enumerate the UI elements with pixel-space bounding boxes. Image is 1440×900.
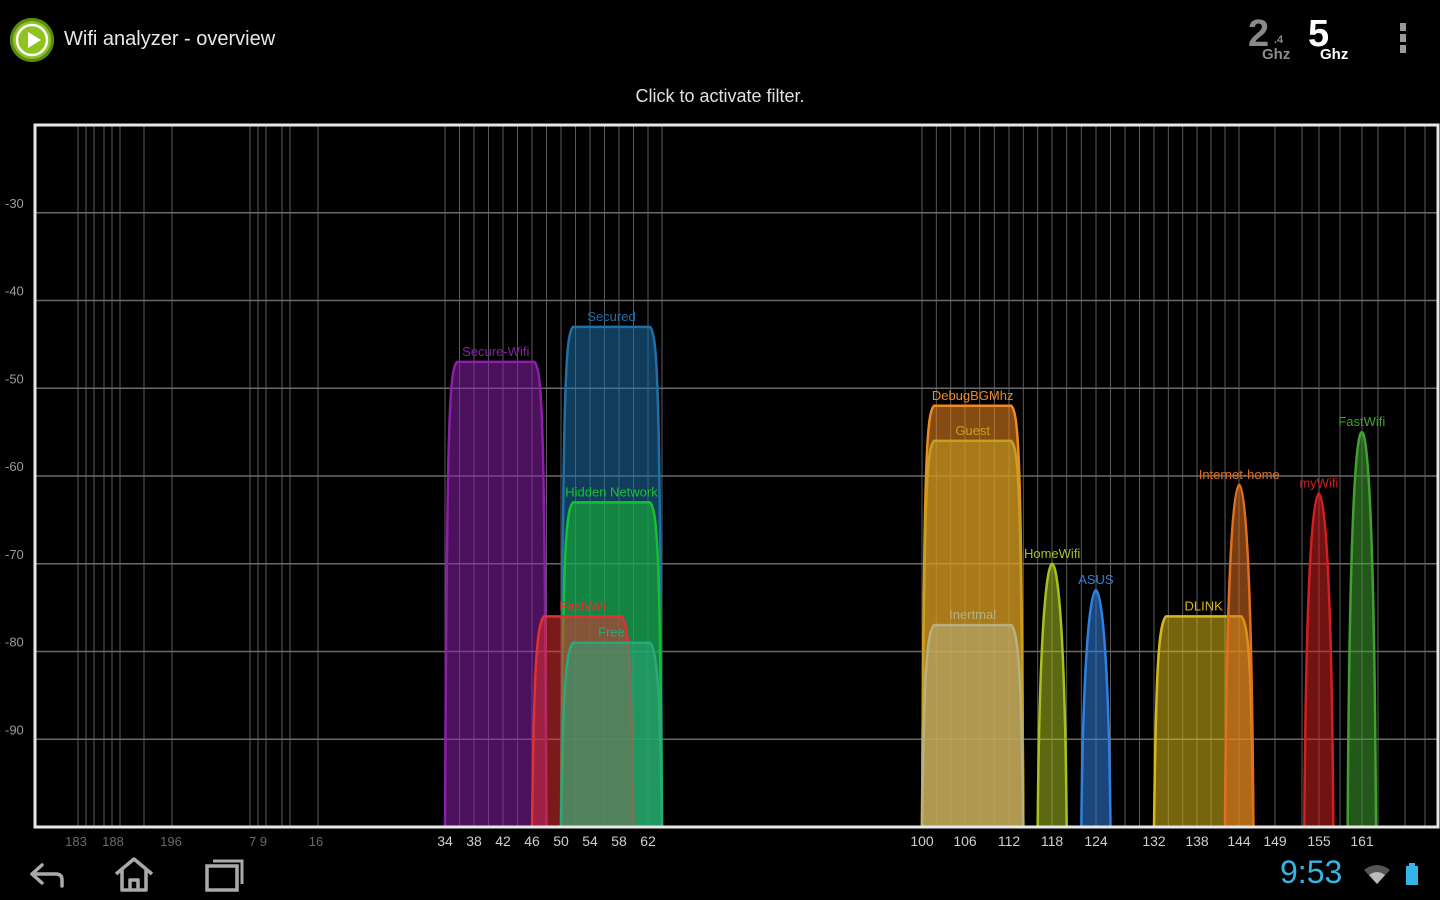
y-tick-label: -90 <box>5 722 24 737</box>
band-2-4-number: 2 <box>1248 13 1270 55</box>
x-tick-label: 54 <box>582 833 598 848</box>
network-label: Secure-Wifi <box>462 344 529 359</box>
wifi-channel-chart[interactable]: -30 -40 -50 -60 -70 -80 -90 Secure-Wifi Secured H… <box>0 115 1440 848</box>
app-logo-icon[interactable] <box>10 18 54 62</box>
wifi-signal-icon <box>1362 862 1392 886</box>
band-2-4-unit: Ghz <box>1262 46 1291 63</box>
x-tick-label: 149 <box>1263 833 1287 848</box>
plot-frame <box>33 123 1440 829</box>
network-label: HomeWifi <box>1024 546 1080 561</box>
x-tick-label-dim: 188 <box>102 834 124 848</box>
network-label: FastWifi <box>559 598 606 613</box>
x-tick-label: 34 <box>437 833 453 848</box>
back-icon[interactable] <box>24 854 68 894</box>
band-2-4-decimal: .4 <box>1274 34 1284 46</box>
network-curve <box>920 623 1025 829</box>
x-tick-label: 132 <box>1142 833 1166 848</box>
network-label: DebugBGMhz <box>932 388 1014 403</box>
network-label: FastWifi <box>1338 414 1385 429</box>
network-curve <box>1223 483 1255 829</box>
x-tick-label: 62 <box>640 833 656 848</box>
network-label: Internet-home <box>1199 467 1280 482</box>
x-tick-label: 38 <box>466 833 482 848</box>
y-tick-label: -30 <box>5 196 24 211</box>
network-label: Secured <box>587 309 635 324</box>
x-tick-label-dim: 196 <box>160 834 182 848</box>
band-5ghz-toggle[interactable]: 5 Ghz <box>1306 14 1362 70</box>
x-tick-label: 155 <box>1307 833 1331 848</box>
y-tick-label: -40 <box>5 284 24 299</box>
band-5-number: 5 <box>1308 13 1330 55</box>
network-label: Inertmal <box>949 607 996 622</box>
network-curve <box>1080 588 1112 829</box>
x-tick-label: 118 <box>1041 833 1064 848</box>
y-tick-label: -50 <box>5 371 24 386</box>
y-tick-label: -70 <box>5 547 24 562</box>
x-tick-label: 58 <box>611 833 627 848</box>
x-tick-label-dim: 7 9 <box>249 834 267 848</box>
network-label: Guest <box>955 423 990 438</box>
x-tick-label: 112 <box>998 833 1021 848</box>
network-curve <box>443 360 548 829</box>
x-tick-label: 138 <box>1185 833 1209 848</box>
recent-apps-icon[interactable] <box>202 854 246 894</box>
x-tick-label: 124 <box>1084 833 1108 848</box>
x-tick-label: 161 <box>1350 833 1374 848</box>
app-title: Wifi analyzer - overview <box>64 28 276 50</box>
network-label: Hidden Network <box>565 484 658 499</box>
status-clock: 9:53 <box>1280 854 1343 890</box>
action-bar: Wifi analyzer - overview 2 .4 Ghz 5 Ghz <box>0 0 1440 80</box>
x-tick-label: 144 <box>1227 833 1251 848</box>
network-label: myWifi <box>1299 476 1338 491</box>
y-tick-label: -60 <box>5 459 24 474</box>
network-label: ASUS <box>1078 572 1114 587</box>
network-label: Free <box>598 625 625 640</box>
band-2-4ghz-toggle[interactable]: 2 .4 Ghz <box>1246 14 1298 70</box>
overflow-menu-icon[interactable] <box>1396 20 1410 60</box>
network-curve <box>1303 492 1335 829</box>
x-tick-label: 100 <box>910 833 934 848</box>
band-5-unit: Ghz <box>1320 46 1349 63</box>
x-tick-label: 42 <box>495 833 511 848</box>
y-tick-label: -80 <box>5 635 24 650</box>
network-label: DLINK <box>1185 598 1224 613</box>
home-icon[interactable] <box>112 854 156 894</box>
system-nav-bar <box>0 848 1440 900</box>
network-curve <box>1036 562 1068 829</box>
x-tick-label-dim: 183 <box>65 834 87 848</box>
x-tick-label-dim: 16 <box>309 834 323 848</box>
x-tick-label: 106 <box>953 833 977 848</box>
battery-icon <box>1405 862 1419 886</box>
network-curve <box>559 641 664 829</box>
x-tick-label: 50 <box>553 833 569 848</box>
network-curve <box>1346 430 1378 829</box>
filter-hint[interactable]: Click to activate filter. <box>635 86 805 106</box>
x-tick-label: 46 <box>524 833 540 848</box>
